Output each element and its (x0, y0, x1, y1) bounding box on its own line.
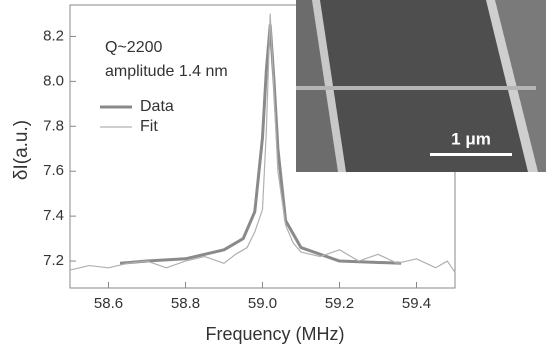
legend-label: Data (140, 98, 174, 115)
y-tick-label: 7.6 (43, 162, 64, 179)
chart: Q~2200 amplitude 1.4 nm Frequency (MHz) … (0, 0, 546, 351)
y-tick-label: 8.2 (43, 27, 64, 44)
inset-beam (296, 86, 536, 90)
x-tick-label: 58.8 (171, 295, 200, 312)
y-tick-label: 7.8 (43, 117, 64, 134)
scale-label: 1 μm (451, 129, 491, 148)
legend-label: Fit (140, 118, 158, 135)
page: {"chart_data": {"type": "line", "x_label… (0, 0, 546, 351)
x-tick-label: 58.6 (94, 295, 123, 312)
sem-inset: 1 μm (296, 0, 546, 172)
y-tick-label: 7.2 (43, 252, 64, 269)
y-tick-label: 7.4 (43, 207, 64, 224)
scale-bar (430, 153, 512, 156)
x-tick-label: 59.4 (402, 295, 431, 312)
annotation: amplitude 1.4 nm (105, 63, 228, 80)
annotation: Q~2200 (105, 39, 162, 56)
y-tick-label: 8.0 (43, 72, 64, 89)
x-tick-label: 59.2 (325, 295, 354, 312)
x-axis-label: Frequency (MHz) (205, 324, 344, 344)
x-tick-label: 59.0 (248, 295, 277, 312)
y-axis-label: δI(a.u.) (11, 120, 32, 180)
